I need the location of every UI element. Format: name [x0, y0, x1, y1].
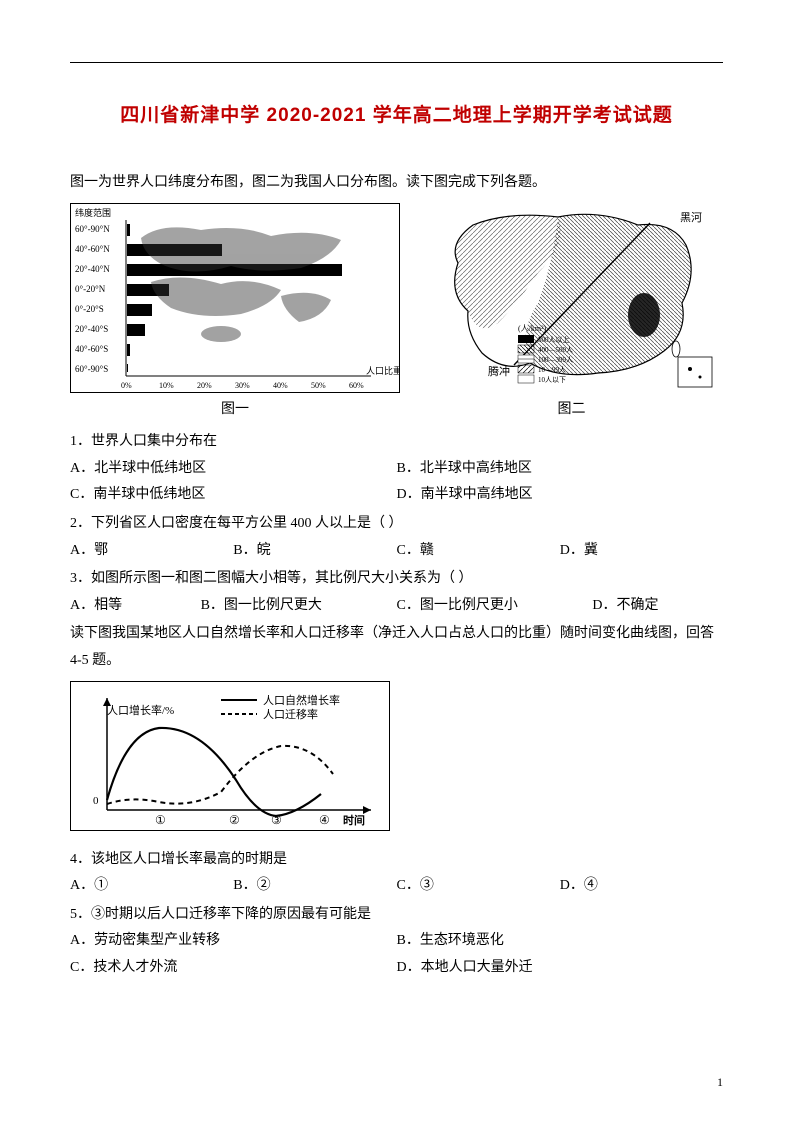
q1-opt-d: D．南半球中高纬地区 [397, 482, 724, 509]
fig1-ylabel: 20°-40°S [75, 324, 108, 334]
fig1-ylabel-title: 纬度范围 [75, 207, 111, 218]
fig1-ylabel: 40°-60°S [75, 344, 108, 354]
figure-2: 黑河 腾冲 (人/km²) 500人以上 400—500人 100—399人 1… [418, 203, 718, 393]
figure-row: 纬度范围 60°-90°N 40°-60°N 20°-40°N 0°-20°N … [70, 203, 723, 393]
q5-opt-c: C．技术人才外流 [70, 955, 397, 982]
chart-origin: 0 [93, 795, 99, 807]
fig1-ylabel: 40°-60°N [75, 244, 110, 254]
figure-captions: 图一 图二 [70, 397, 723, 424]
q3-opt-c: C．图一比例尺更小 [396, 593, 592, 620]
fig1-ylabel: 0°-20°S [75, 304, 104, 314]
q2-opt-d: D．冀 [560, 538, 723, 565]
fig1-xlabel: 50% [311, 381, 326, 390]
fig1-xlabel: 30% [235, 381, 250, 390]
q1-opt-c: C．南半球中低纬地区 [70, 482, 397, 509]
q2-opt-c: C．赣 [397, 538, 560, 565]
chart-legend-solid: 人口自然增长率 [263, 693, 340, 707]
legend-title: (人/km²) [518, 324, 547, 333]
q5-stem: 5．③时期以后人口迁移率下降的原因最有可能是 [70, 902, 723, 929]
chart-xtick: ① [155, 813, 166, 827]
q4-opt-d: D．④ [560, 873, 723, 900]
q5-opt-b: B．生态环境恶化 [397, 928, 724, 955]
q3-opt-d: D．不确定 [592, 593, 723, 620]
q1-opt-a: A．北半球中低纬地区 [70, 456, 397, 483]
page-title: 四川省新津中学 2020-2021 学年高二地理上学期开学考试试题 [70, 98, 723, 134]
figure-1: 纬度范围 60°-90°N 40°-60°N 20°-40°N 0°-20°N … [70, 203, 400, 393]
legend-item: 10人以下 [538, 376, 566, 384]
legend-item: 100—399人 [538, 356, 573, 364]
chart-ylabel: 人口增长率/% [107, 703, 174, 717]
para-q4q5: 读下图我国某地区人口自然增长率和人口迁移率（净迁入人口占总人口的比重）随时间变化… [70, 621, 723, 674]
fig1-xlabel: 10% [159, 381, 174, 390]
growth-migration-chart: 人口增长率/% 0 人口自然增长率 人口迁移率 ① ② ③ ④ 时间 [70, 681, 390, 831]
fig1-xaxis-title: 人口比重 [366, 365, 399, 376]
curve-migration-rate [107, 746, 333, 804]
label-heihe: 黑河 [680, 211, 702, 224]
fig1-ylabel: 60°-90°S [75, 364, 108, 374]
curve-natural-growth [107, 728, 321, 816]
fig1-xlabel: 60% [349, 381, 364, 390]
q4-opt-c: C．③ [397, 873, 560, 900]
label-tengchong: 腾冲 [488, 364, 510, 378]
page-number: 1 [717, 1071, 723, 1094]
q4-stem: 4．该地区人口增长率最高的时期是 [70, 847, 723, 874]
legend-item: 400—500人 [538, 346, 573, 354]
fig1-xlabel: 20% [197, 381, 212, 390]
q2-stem: 2．下列省区人口密度在每平方公里 400 人以上是（ ） [70, 511, 723, 538]
q1-stem: 1．世界人口集中分布在 [70, 429, 723, 456]
chart-xtick: ② [229, 813, 240, 827]
fig1-xlabel: 0% [121, 381, 132, 390]
q5-opt-a: A．劳动密集型产业转移 [70, 928, 397, 955]
fig1-xlabel: 40% [273, 381, 288, 390]
chart-legend-dashed: 人口迁移率 [263, 707, 318, 721]
caption-fig1: 图一 [70, 397, 400, 424]
q2-opt-b: B．皖 [233, 538, 396, 565]
legend-item: 500人以上 [538, 335, 570, 344]
q3-opt-b: B．图一比例尺更大 [201, 593, 397, 620]
caption-fig2: 图二 [400, 397, 723, 424]
q4-opt-a: A．① [70, 873, 233, 900]
intro-paragraph: 图一为世界人口纬度分布图，图二为我国人口分布图。读下图完成下列各题。 [70, 170, 723, 197]
chart-xtick: ③ [271, 813, 282, 827]
chart-xlabel: 时间 [343, 813, 365, 827]
q2-opt-a: A．鄂 [70, 538, 233, 565]
q1-opt-b: B．北半球中高纬地区 [397, 456, 724, 483]
chart-xtick: ④ [319, 813, 330, 827]
q5-opt-d: D．本地人口大量外迁 [397, 955, 724, 982]
fig1-ylabel: 20°-40°N [75, 264, 110, 274]
fig1-ylabel: 60°-90°N [75, 224, 110, 234]
q3-stem: 3．如图所示图一和图二图幅大小相等，其比例尺大小关系为（ ） [70, 566, 723, 593]
q3-opt-a: A．相等 [70, 593, 201, 620]
fig1-ylabel: 0°-20°N [75, 284, 106, 294]
q4-opt-b: B．② [233, 873, 396, 900]
world-map-overlay [141, 227, 341, 342]
legend-item: 10—99人 [538, 366, 566, 374]
